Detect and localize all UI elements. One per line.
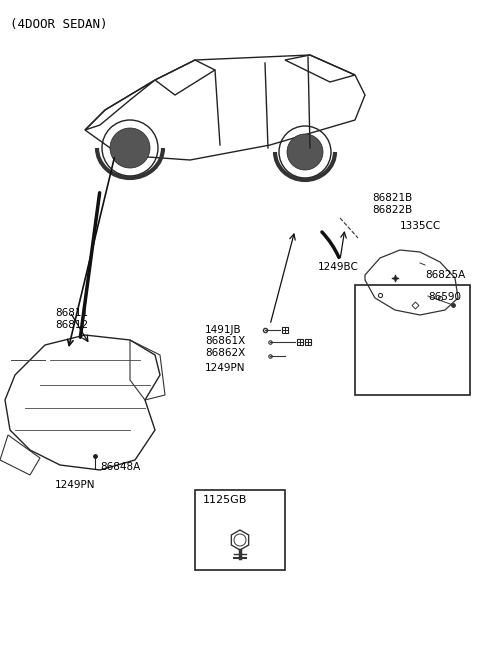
Text: 86862X: 86862X <box>205 348 245 358</box>
Text: 1335CC: 1335CC <box>400 221 441 231</box>
Bar <box>195 490 285 570</box>
Circle shape <box>287 134 323 170</box>
Text: 86822B: 86822B <box>372 205 412 215</box>
Text: 1125GB: 1125GB <box>203 495 247 505</box>
Text: 86861X: 86861X <box>205 336 245 346</box>
Text: 86811
86812: 86811 86812 <box>55 308 88 331</box>
Text: 1249PN: 1249PN <box>55 480 96 490</box>
Bar <box>355 285 470 395</box>
Circle shape <box>110 128 150 168</box>
Text: 1491JB: 1491JB <box>205 325 241 335</box>
Text: 86848A: 86848A <box>100 462 140 472</box>
Text: 86590: 86590 <box>428 292 461 302</box>
Text: 86825A: 86825A <box>425 270 465 280</box>
Text: 1249BC: 1249BC <box>318 262 359 272</box>
Text: 86821B: 86821B <box>372 193 412 203</box>
Text: 1249PN: 1249PN <box>205 363 245 373</box>
Text: (4DOOR SEDAN): (4DOOR SEDAN) <box>10 18 108 31</box>
